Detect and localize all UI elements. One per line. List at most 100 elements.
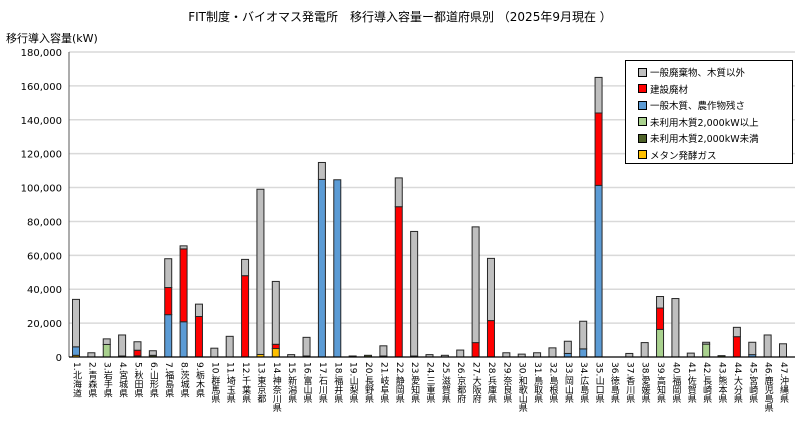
x-tick-label: 43.熊本県 [716,362,727,404]
bar-segment [379,345,388,357]
bar-segment [148,350,157,356]
bar-segment [779,343,787,358]
x-tick-label: 38.愛媛県 [639,362,650,404]
bar-segment [656,328,665,358]
legend-swatch [638,84,647,94]
x-tick-label: 13.東京都 [255,362,266,404]
x-tick-label: 41.佐賀県 [685,362,696,404]
x-tick-label: 2.青森県 [86,362,97,398]
bar-segment [133,349,142,357]
x-tick-label: 40.福岡県 [670,362,681,404]
legend: 一般廃棄物、木質以外 建設廃材一般木質、農作物残さ 未利用木質2,000kW以上未利… [625,60,793,164]
bar-segment [656,296,665,309]
x-tick-label: 8.茨城県 [178,362,189,398]
x-tick-label: 1.北海道 [71,362,81,398]
bar-segment [456,349,465,358]
bar-segment [164,314,173,358]
legend-swatch [638,133,647,143]
x-tick-label: 18.福井県 [332,362,343,404]
chart-title: FIT制度・バイオマス発電所 移行導入容量ー都道府県別 （2025年9月現在 ） [188,10,612,24]
y-tick-label: 20,000 [27,319,62,330]
bar-segment [241,258,250,277]
bar-segment [502,352,511,358]
bar-segment [394,177,403,208]
bar-segment [72,346,80,356]
x-tick-label: 3.岩手県 [101,362,112,398]
legend-label: 建設廃材 [650,84,689,96]
bar-segment [763,334,772,358]
legend-swatch [638,117,647,127]
bar-segment [102,338,111,345]
legend-item: 未利用木質2,000kW以上 [638,114,792,131]
bar-segment [179,321,188,358]
legend-item: 一般廃棄物、木質以外 [638,64,792,81]
legend-label: 一般木質、農作物残さ [650,101,746,113]
bar-segment [486,257,495,322]
x-tick-label: 30.和歌山県 [516,362,527,413]
bar-segment [241,275,250,358]
x-tick-label: 28.兵庫県 [485,362,496,404]
x-tick-label: 7.福島県 [163,362,174,398]
bar-segment [317,178,326,358]
bar-segment [640,342,649,358]
bar-segment [102,343,111,358]
x-tick-label: 10.群馬県 [209,362,220,404]
x-tick-label: 32.島根県 [547,362,558,404]
y-tick-label: 80,000 [27,217,62,228]
x-tick-label: 34.広島県 [578,362,589,404]
x-tick-label: 26.京都府 [455,362,466,404]
y-tick-label: 120,000 [21,150,62,161]
bar-segment [579,320,588,350]
x-tick-label: 5.秋田県 [132,362,143,398]
x-tick-label: 4.宮城県 [117,362,128,398]
bar-segment [594,76,603,114]
x-tick-label: 36.徳島県 [608,362,619,404]
x-tick-label: 31.鳥取県 [532,362,543,404]
bar-segment [271,348,280,358]
y-tick-label: 60,000 [27,251,62,262]
bar-segment [317,161,326,180]
legend-label: 一般廃棄物、木質以外 [650,68,746,80]
x-tick-label: 42.長崎県 [701,362,712,404]
y-tick-label: 40,000 [27,285,62,296]
y-tick-label: 180,000 [21,48,62,59]
bar-segment [548,347,557,358]
bar-segment [563,340,572,354]
bar-segment [594,112,603,186]
bar-segment [471,342,480,358]
bar-segment [702,341,711,345]
bar-segment [256,188,265,355]
bar-segment [179,245,188,250]
bar-segment [656,307,665,330]
bar-segment [271,343,280,350]
x-tick-label: 45.宮崎県 [747,362,758,404]
x-tick-label: 39.高知県 [655,362,666,404]
x-tick-label: 23.愛知県 [409,362,420,404]
bar-segment [87,352,96,358]
bar-segment [133,341,142,351]
bar-segment [732,336,741,358]
bar-segment [271,280,280,345]
y-tick-label: 140,000 [21,116,62,127]
legend-item: メタン発酵ガス [638,147,792,164]
bar-segment [486,320,495,358]
legend-swatch [638,67,647,77]
x-tick-label: 27.大阪府 [470,362,481,404]
x-tick-label: 35.山口県 [593,362,604,404]
x-tick-label: 12.千葉県 [240,362,251,404]
x-tick-label: 6.山形県 [147,362,158,398]
legend-swatch [638,100,647,110]
legend-item: 一般木質、農作物残さ [638,97,792,114]
bar-segment [164,258,173,289]
x-tick-label: 22.静岡県 [393,362,404,404]
x-tick-label: 9.栃木県 [193,362,204,398]
x-tick-label: 19.山梨県 [347,362,358,404]
bar-segment [579,348,588,358]
x-tick-label: 24.三重県 [424,362,435,404]
bar-segment [594,184,603,358]
legend-label: 未利用木質2,000kW未満 [650,134,759,146]
bar-segment [179,248,188,323]
x-tick-label: 14.神奈川県 [270,362,281,413]
x-tick-label: 25.滋賀県 [439,362,450,404]
